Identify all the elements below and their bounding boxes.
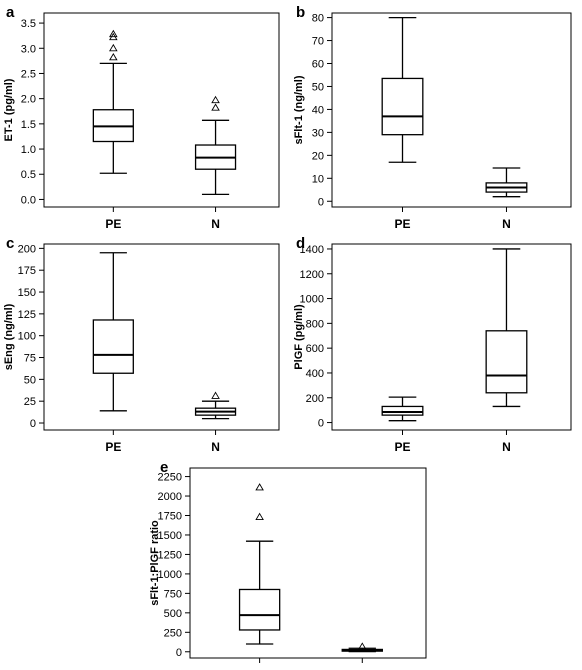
y-tick-label: 0.5 [21, 169, 36, 181]
panel-a-chart: a 0.0 0.5 1.0 1.5 2.0 2.5 3.0 3.5 ET-1 (pg/ml) PE N [3, 4, 280, 231]
x-category-label: N [211, 440, 220, 454]
y-axis-label: ET-1 (pg/ml) [3, 78, 15, 141]
panel-letter-a: a [6, 4, 15, 21]
x-category-label: PE [394, 217, 410, 231]
plot-frame [331, 243, 572, 431]
y-tick-label: 50 [312, 81, 324, 93]
box-iqr [381, 405, 424, 416]
panel-b-chart: b 0 10 20 30 40 50 60 70 80 sFlt-1 (ng/ml) PE N [293, 4, 572, 231]
y-tick-label: 1000 [158, 569, 182, 581]
panel-e-chart: e 0 250 500 750 1000 1250 1500 1750 2000 2250 sFlt-… [149, 459, 427, 670]
y-tick-label: 0 [318, 418, 324, 430]
y-tick-label: 175 [18, 265, 36, 277]
outlier-marker [255, 512, 264, 521]
panel-letter-b: b [296, 4, 305, 21]
y-tick-label: 3.5 [21, 18, 36, 30]
y-tick-label: 600 [306, 343, 324, 355]
box-iqr [238, 588, 281, 631]
y-tick-label: 2000 [158, 491, 182, 503]
plot-frame [189, 467, 427, 659]
y-tick-label: 1000 [300, 294, 324, 306]
y-axis-label: sEng (ng/ml) [3, 303, 15, 370]
box-iqr [485, 330, 528, 394]
panel-c-chart: c 0 25 50 75 100 125 150 175 200 sEng (ng/ml) PE N [3, 235, 280, 454]
box-iqr [92, 319, 134, 374]
y-tick-label: 1250 [158, 549, 182, 561]
x-category-label: N [502, 440, 511, 454]
box-iqr [381, 77, 424, 136]
plot-frame [43, 243, 280, 431]
y-tick-label: 0 [30, 418, 36, 430]
y-axis-label: PlGF (pg/ml) [293, 304, 305, 370]
y-tick-label: 10 [312, 173, 324, 185]
y-tick-label: 80 [312, 13, 324, 25]
outlier-marker [211, 95, 220, 104]
outlier-marker [357, 642, 367, 650]
y-tick-label: 2.0 [21, 94, 36, 106]
outlier-marker [255, 483, 264, 491]
y-tick-label: 150 [18, 287, 36, 299]
y-tick-label: 30 [312, 127, 324, 139]
y-tick-label: 200 [18, 243, 36, 255]
y-tick-label: 40 [312, 104, 324, 116]
y-tick-label: 2250 [158, 472, 182, 484]
y-tick-label: 50 [24, 374, 36, 386]
y-tick-label: 3.0 [21, 43, 36, 55]
panel-letter-e: e [160, 459, 168, 476]
x-category-label: PE [252, 668, 268, 670]
y-tick-label: 750 [164, 588, 182, 600]
y-tick-label: 250 [164, 627, 182, 639]
y-tick-label: 0 [318, 196, 324, 208]
y-tick-label: 100 [18, 331, 36, 343]
y-tick-label: 800 [306, 318, 324, 330]
y-tick-label: 500 [164, 608, 182, 620]
y-tick-label: 75 [24, 353, 36, 365]
plot-frame [43, 12, 280, 208]
y-tick-label: 25 [24, 396, 36, 408]
y-tick-label: 20 [312, 150, 324, 162]
outlier-marker [109, 52, 118, 61]
x-category-label: N [211, 217, 220, 231]
outlier-marker [211, 391, 220, 399]
y-tick-label: 70 [312, 36, 324, 48]
x-category-label: PE [105, 440, 121, 454]
y-tick-label: 1.0 [21, 144, 36, 156]
outlier-marker [211, 103, 220, 111]
y-tick-label: 60 [312, 59, 324, 71]
y-tick-label: 0 [176, 647, 182, 659]
plot-frame [331, 12, 572, 208]
x-category-label: N [502, 217, 511, 231]
outlier-marker [109, 29, 118, 38]
y-tick-label: 1500 [158, 530, 182, 542]
panel-letter-c: c [6, 235, 14, 252]
panel-letter-d: d [296, 235, 305, 252]
x-category-label: N [358, 668, 367, 670]
y-axis-label: sFlt-1 (ng/ml) [293, 75, 305, 144]
y-tick-label: 1.5 [21, 119, 36, 131]
y-tick-label: 400 [306, 368, 324, 380]
y-tick-label: 0.0 [21, 194, 36, 206]
x-category-label: PE [105, 217, 121, 231]
panel-d-chart: d 0 200 400 600 800 1000 1200 1400 PlGF (pg/ml) PE… [293, 235, 572, 454]
y-tick-label: 2.5 [21, 68, 36, 80]
y-axis-label: sFlt-1:PlGF ratio [149, 520, 161, 606]
y-tick-label: 125 [18, 309, 36, 321]
x-category-label: PE [394, 440, 410, 454]
y-tick-label: 1750 [158, 511, 182, 523]
outlier-marker [109, 43, 118, 52]
y-tick-label: 200 [306, 393, 324, 405]
y-tick-label: 1400 [300, 244, 324, 256]
y-tick-label: 1200 [300, 269, 324, 281]
